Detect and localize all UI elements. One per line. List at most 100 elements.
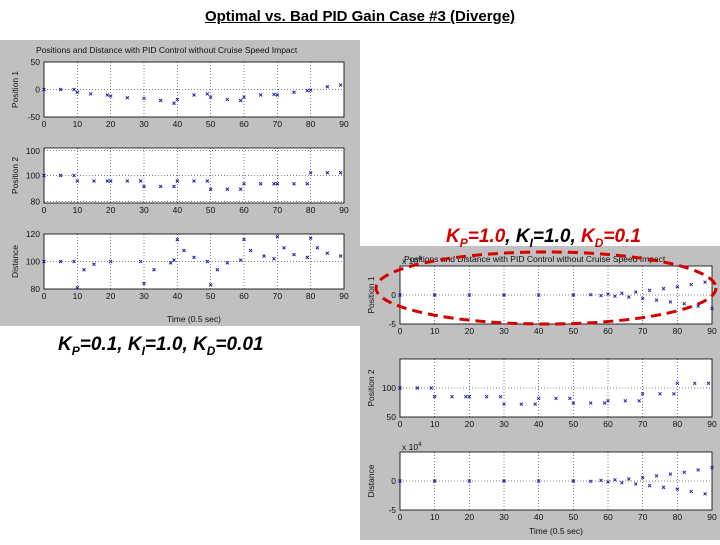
left-panel-1-point-16 <box>238 98 243 103</box>
right-panel-3-xtick-5: 50 <box>569 512 579 522</box>
left-panel-1-xtick-2: 20 <box>106 119 116 129</box>
left-gain-label: KP=0.1, KI=1.0, KD=0.01 <box>58 334 264 358</box>
right-panel-2-xtick-6: 60 <box>603 419 613 429</box>
right-panel-2-point-21 <box>640 391 645 396</box>
right-panel-2-point-2 <box>429 386 434 390</box>
left-panel-3-point-27 <box>305 255 310 260</box>
left-panel-2-xtick-0: 0 <box>42 205 47 215</box>
left-panel-2-point-6 <box>108 179 113 183</box>
right-panel-2-point-20 <box>637 398 642 403</box>
left-panel-1-point-6 <box>108 94 113 98</box>
right-panel-1-xtick-3: 30 <box>499 326 509 336</box>
left-panel-3-point-30 <box>325 251 330 256</box>
left-panel-1-xtick-6: 60 <box>239 119 249 129</box>
right-panel-1-xtick-4: 40 <box>534 326 544 336</box>
left-panel-1-point-3 <box>75 90 80 95</box>
left-panel-2-point-3 <box>75 179 80 183</box>
right-panel-2-point-12 <box>536 396 541 401</box>
left-panel-2-point-17 <box>238 187 243 192</box>
left-panel-1-xtick-7: 70 <box>273 119 283 129</box>
left-panel-3-point-26 <box>292 252 296 257</box>
slide-title: Optimal vs. Bad PID Gain Case #3 (Diverg… <box>204 8 516 25</box>
left-panel-1-point-12 <box>192 93 196 97</box>
left-figure: Positions and Distance with PID Control … <box>0 40 360 326</box>
left-panel-2-xtick-9: 90 <box>339 205 349 215</box>
right-panel-2-xtick-5: 50 <box>569 419 579 429</box>
right-panel-3-point-19 <box>682 470 687 475</box>
left-panel-3-xtick-1: 10 <box>73 291 83 301</box>
left-panel-1-point-21 <box>292 90 296 95</box>
left-panel-2-ytick-2: 80 <box>31 197 41 207</box>
right-panel-1-xtick-5: 50 <box>569 326 579 336</box>
right-panel-3-ytick-1: -5 <box>388 505 396 515</box>
right-panel-3-point-16 <box>661 485 666 490</box>
left-panel-2-point-21 <box>275 181 280 186</box>
right-panel-2-xtick-1: 10 <box>430 419 440 429</box>
left-panel-3-point-31 <box>338 254 343 258</box>
right-panel-2-point-9 <box>502 402 506 407</box>
right-panel-1-ylabel: Position 1 <box>366 276 376 314</box>
left-panel-1-xtick-8: 80 <box>306 119 316 129</box>
right-panel-2-point-1 <box>415 386 420 390</box>
right-panel-3-point-11 <box>626 477 631 481</box>
left-chart-title: Positions and Distance with PID Control … <box>36 45 298 55</box>
left-panel-2-point-24 <box>308 170 313 175</box>
right-panel-3-xtick-6: 60 <box>603 512 613 522</box>
right-panel-3-point-4 <box>536 479 541 483</box>
right-panel-2-point-6 <box>467 394 472 399</box>
right-panel-2-point-18 <box>606 398 610 403</box>
left-panel-3-point-15 <box>205 259 210 264</box>
right-panel-3-xtick-9: 90 <box>707 512 717 522</box>
left-panel-2-xtick-3: 30 <box>139 205 149 215</box>
right-panel-1-point-8 <box>606 292 610 296</box>
left-panel-3-point-4 <box>82 267 86 272</box>
left-panel-1-ytick-0: 50 <box>31 57 41 67</box>
left-panel-3-point-11 <box>172 258 176 262</box>
right-figure: Positions and Distance with PID Control … <box>360 246 720 540</box>
right-panel-2-xtick-2: 20 <box>465 419 475 429</box>
left-panel-3-point-9 <box>152 267 156 272</box>
right-panel-2-point-15 <box>571 401 576 405</box>
right-xlabel: Time (0.5 sec) <box>529 526 583 536</box>
left-panel-3-point-13 <box>182 248 186 253</box>
right-panel-3-point-18 <box>675 487 680 491</box>
left-panel-1-xtick-3: 30 <box>139 119 149 129</box>
right-panel-3-xtick-4: 40 <box>534 512 544 522</box>
kp-left: KP=0.1 <box>58 334 118 358</box>
left-panel-1-ylabel: Position 1 <box>10 71 20 109</box>
left-panel-1-point-15 <box>225 97 230 102</box>
right-panel-1-point-11 <box>626 295 631 299</box>
right-panel-2-point-25 <box>692 381 697 386</box>
right-panel-2-point-14 <box>568 396 572 401</box>
left-panel-2-point-4 <box>92 179 96 183</box>
kd-right: KD=0.1 <box>581 226 641 250</box>
right-panel-3-point-10 <box>620 480 624 485</box>
left-panel-3-xtick-9: 90 <box>339 291 349 301</box>
right-panel-3-point-7 <box>599 478 603 483</box>
left-panel-1-point-14 <box>208 95 213 100</box>
left-panel-3-xtick-7: 70 <box>273 291 283 301</box>
left-panel-3-point-25 <box>282 245 286 250</box>
left-panel-1-xtick-0: 0 <box>42 119 47 129</box>
left-panel-2-xtick-2: 20 <box>106 205 116 215</box>
left-panel-2-point-1 <box>58 173 63 178</box>
left-panel-2-point-25 <box>325 170 330 175</box>
left-panel-3-point-22 <box>262 254 266 258</box>
right-panel-1-point-20 <box>689 282 694 287</box>
right-panel-1-point-0 <box>398 293 402 297</box>
ki-right: KI=1.0 <box>515 226 571 250</box>
right-panel-2-xtick-0: 0 <box>398 419 403 429</box>
right-panel-3-point-8 <box>606 480 610 484</box>
right-panel-1-point-5 <box>571 293 576 297</box>
left-panel-2-point-7 <box>125 179 130 183</box>
left-xlabel: Time (0.5 sec) <box>167 314 221 324</box>
kp-right: KP=1.0 <box>446 226 506 250</box>
right-panel-2-point-4 <box>450 394 454 399</box>
left-panel-3-point-28 <box>308 236 313 240</box>
left-panel-1-point-2 <box>72 87 76 92</box>
left-panel-1-point-19 <box>272 92 276 97</box>
left-panel-3-point-5 <box>92 262 96 267</box>
right-panel-2-point-7 <box>484 394 489 399</box>
left-panel-3-point-2 <box>72 259 76 264</box>
right-panel-1-point-7 <box>599 293 603 298</box>
